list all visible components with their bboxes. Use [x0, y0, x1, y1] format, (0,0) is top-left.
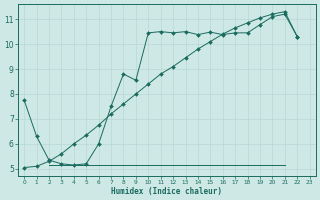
X-axis label: Humidex (Indice chaleur): Humidex (Indice chaleur) — [111, 187, 222, 196]
